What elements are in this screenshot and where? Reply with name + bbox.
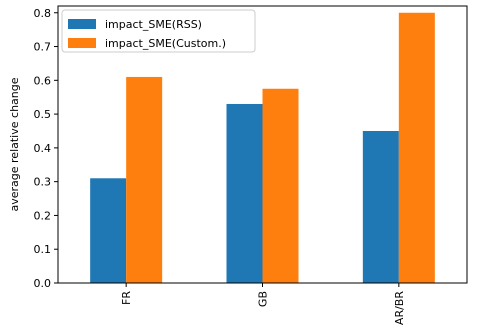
y-tick-label: 0.8 (34, 7, 52, 20)
bar-rss-fr (90, 178, 127, 283)
axes-layer: 0.0 0.1 0.2 0.3 0.4 0.5 0.6 0.7 0.8 FR GB AR/BR (34, 5, 468, 325)
bar-custom-gb (262, 88, 299, 283)
bars-layer (90, 12, 435, 284)
legend-label: impact_SME(Custom.) (105, 37, 226, 50)
x-tick-label: AR/BR (393, 291, 406, 325)
legend-label: impact_SME(RSS) (105, 18, 202, 31)
y-tick-label: 0.4 (34, 142, 52, 155)
y-tick-label: 0.1 (34, 243, 52, 256)
legend: impact_SME(RSS) impact_SME(Custom.) (61, 9, 256, 53)
legend-swatch (68, 19, 96, 29)
bar-rss-arbr (362, 130, 399, 283)
bar-rss-gb (226, 103, 263, 284)
legend-swatch (68, 38, 96, 48)
x-tick-label: GB (257, 291, 270, 307)
y-tick-label: 0.3 (34, 176, 52, 189)
bar-custom-arbr (398, 12, 435, 283)
y-tick-label: 0.6 (34, 74, 52, 87)
y-tick-label: 0.7 (34, 41, 52, 54)
y-tick-label: 0.0 (34, 277, 52, 290)
y-tick-label: 0.2 (34, 209, 52, 222)
legend-box (61, 9, 256, 53)
bar-custom-fr (126, 76, 163, 283)
y-axis-label: average relative change (8, 77, 21, 211)
x-tick-label: FR (120, 291, 133, 305)
y-tick-label: 0.5 (34, 108, 52, 121)
